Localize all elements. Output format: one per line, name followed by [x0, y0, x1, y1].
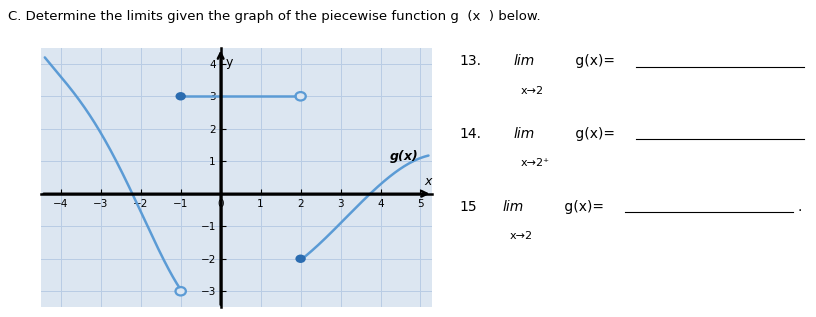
Circle shape	[295, 255, 306, 263]
Text: g(x)=: g(x)=	[571, 54, 615, 68]
Text: g(x)=: g(x)=	[560, 200, 604, 214]
Text: 15: 15	[459, 200, 477, 214]
Text: 14.: 14.	[459, 127, 481, 141]
Circle shape	[297, 93, 304, 100]
Text: .: .	[797, 200, 801, 214]
Text: lim: lim	[513, 127, 534, 141]
Circle shape	[175, 92, 186, 100]
Text: lim: lim	[513, 54, 534, 68]
Text: C. Determine the limits given the graph of the piecewise function g  (x  ) below: C. Determine the limits given the graph …	[8, 10, 541, 23]
Text: x→2: x→2	[521, 86, 543, 96]
Text: y: y	[225, 56, 233, 69]
Text: $\bfit{g}(\bfit{x})$: $\bfit{g}(\bfit{x})$	[388, 147, 418, 165]
Text: lim: lim	[503, 200, 524, 214]
Text: x: x	[424, 175, 432, 188]
Circle shape	[177, 288, 184, 294]
Text: x→2: x→2	[510, 231, 533, 242]
Text: 13.: 13.	[459, 54, 481, 68]
Text: g(x)=: g(x)=	[571, 127, 615, 141]
Text: x→2⁺: x→2⁺	[521, 158, 550, 169]
